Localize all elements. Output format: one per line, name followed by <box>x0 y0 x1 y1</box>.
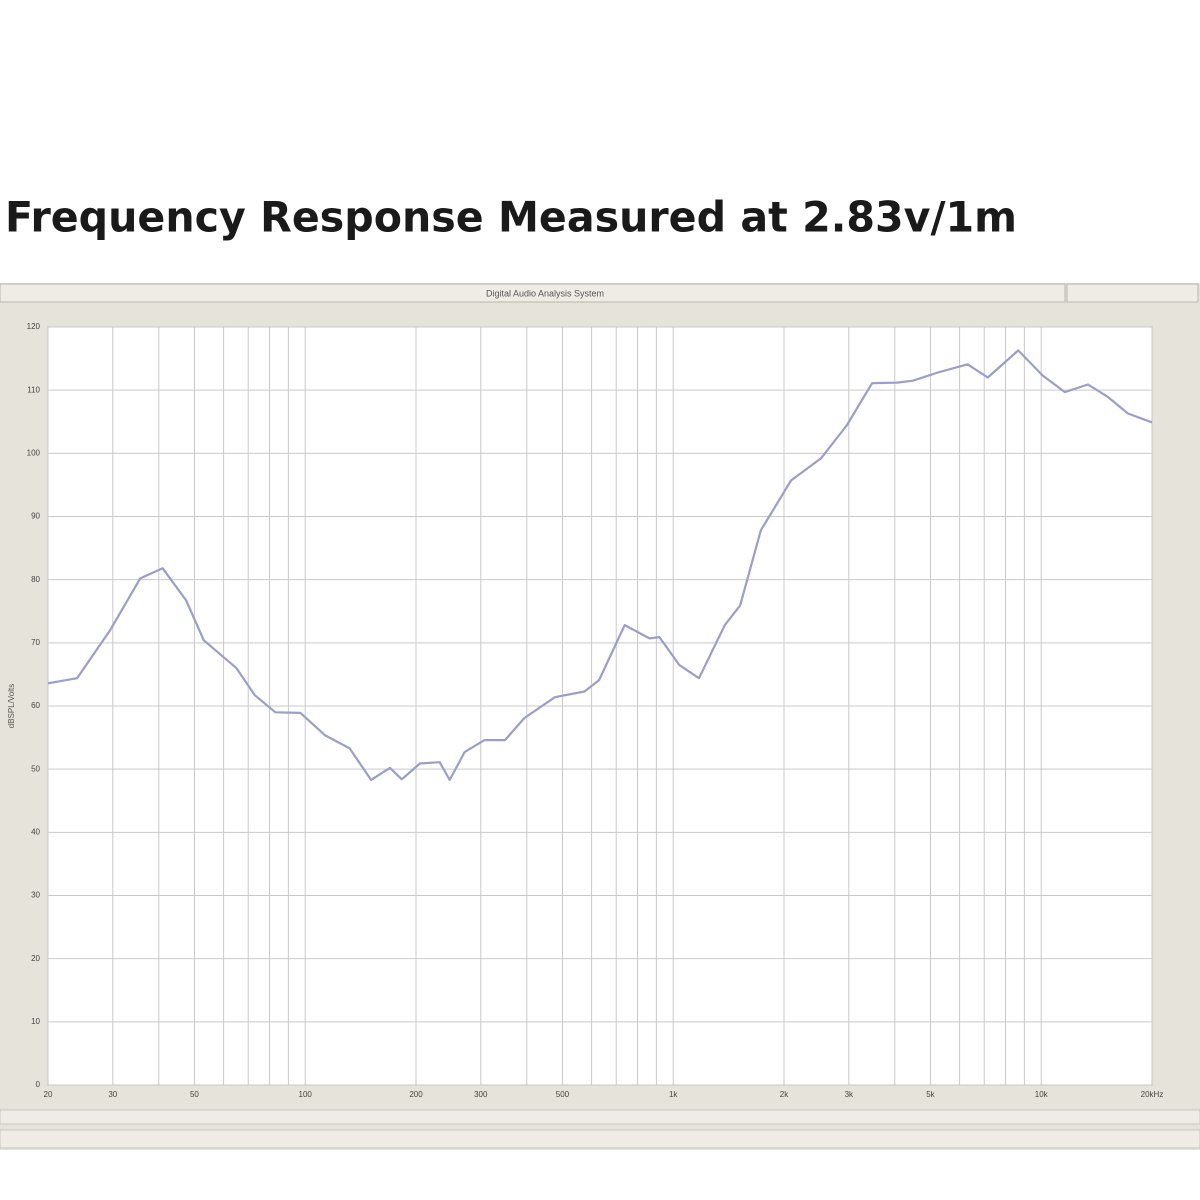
y-tick-label: 60 <box>31 701 40 710</box>
y-tick-label: 100 <box>27 448 41 457</box>
chart-title: Frequency Response Measured at 2.83v/1m <box>5 193 1017 242</box>
y-tick-label: 0 <box>36 1080 41 1089</box>
y-tick-label: 80 <box>31 575 40 584</box>
x-tick-label: 2k <box>780 1090 789 1099</box>
y-tick-label: 50 <box>31 764 40 773</box>
level-box <box>1066 283 1199 303</box>
x-tick-label: 30 <box>108 1090 117 1099</box>
y-tick-label: 40 <box>31 827 40 836</box>
x-tick-label: 20 <box>44 1090 53 1099</box>
x-tick-label: 3k <box>845 1090 854 1099</box>
x-tick-label: 100 <box>299 1090 313 1099</box>
x-tick-label: 10k <box>1035 1090 1049 1099</box>
x-tick-label: 200 <box>409 1090 423 1099</box>
y-tick-label: 110 <box>27 385 40 394</box>
y-axis-label: dBSPL/Volts <box>7 684 16 728</box>
y-tick-label: 30 <box>31 891 40 900</box>
status-bar <box>0 1109 1200 1125</box>
y-tick-label: 120 <box>27 322 41 331</box>
title-bar <box>0 283 1066 303</box>
y-tick-label: 20 <box>31 954 40 963</box>
response-line <box>47 349 1153 781</box>
x-tick-label: 1k <box>669 1090 678 1099</box>
x-tick-label: 50 <box>190 1090 199 1099</box>
x-tick-label: 5k <box>926 1090 935 1099</box>
x-tick-label: 300 <box>474 1090 488 1099</box>
window-title: Digital Audio Analysis System <box>486 288 604 298</box>
y-tick-label: 70 <box>31 638 40 647</box>
x-tick-label: 20kHz <box>1141 1090 1164 1099</box>
y-tick-label: 10 <box>31 1017 40 1026</box>
x-tick-label: 500 <box>556 1090 570 1099</box>
y-tick-label: 90 <box>31 512 40 521</box>
tool-bar <box>0 1129 1200 1149</box>
